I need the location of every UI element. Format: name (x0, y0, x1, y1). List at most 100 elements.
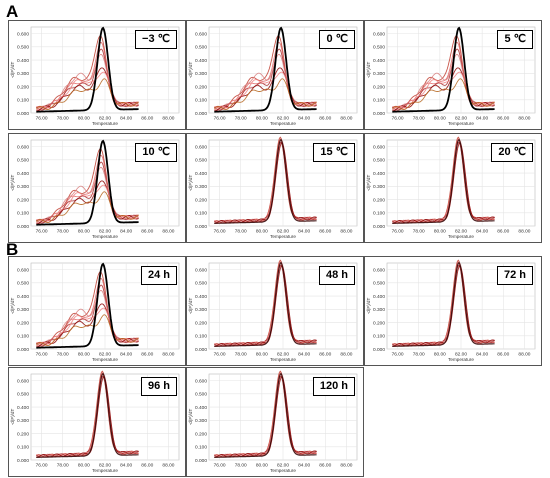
y-tick-label: 0.400 (195, 405, 207, 411)
y-tick-label: 0.200 (373, 84, 385, 90)
x-tick-label: 84.00 (476, 229, 488, 235)
x-tick-label: 84.00 (120, 229, 132, 235)
condition-label: −3 ℃ (135, 30, 177, 49)
x-tick-label: 84.00 (298, 229, 310, 235)
x-tick-label: 88.00 (340, 463, 352, 469)
x-tick-label: 82.00 (277, 463, 289, 469)
x-tick-label: 76.00 (214, 229, 226, 235)
melt-curve-panel: 0.000 0.100 0.200 0.300 0.400 0.500 0.600 76.00… (186, 133, 364, 243)
x-tick-label: 78.00 (235, 463, 247, 469)
sample-melt-curve (36, 314, 139, 346)
y-tick-label: 0.400 (373, 171, 385, 177)
melt-curve-panel: 0.000 0.100 0.200 0.300 0.400 0.500 0.600 76.00… (8, 256, 186, 366)
y-tick-label: 0.000 (195, 224, 207, 230)
y-tick-label: 0.100 (373, 334, 385, 340)
melt-curve-panel: 0.000 0.100 0.200 0.300 0.400 0.500 0.600 76.00… (8, 133, 186, 243)
y-tick-label: 0.400 (17, 171, 29, 177)
sample-melt-curve (392, 265, 495, 347)
y-tick-label: 0.200 (195, 431, 207, 437)
x-axis-label: Temperature (270, 357, 296, 362)
y-tick-label: 0.300 (195, 307, 207, 313)
y-tick-label: 0.500 (373, 45, 385, 51)
x-tick-label: 78.00 (235, 352, 247, 358)
y-tick-label: 0.200 (17, 197, 29, 203)
x-tick-label: 76.00 (392, 116, 404, 122)
melt-curve-plot: 0.000 0.100 0.200 0.300 0.400 0.500 0.600 76.00… (10, 262, 180, 362)
x-tick-label: 82.00 (99, 229, 111, 235)
y-tick-label: 0.400 (373, 294, 385, 300)
x-tick-label: 82.00 (99, 116, 111, 122)
condition-label: 96 h (140, 377, 177, 396)
melt-curve-panel: 0.000 0.100 0.200 0.300 0.400 0.500 0.600 76.00… (8, 367, 186, 477)
y-tick-label: 0.300 (17, 307, 29, 313)
y-tick-label: 0.300 (17, 71, 29, 77)
x-tick-label: 88.00 (518, 229, 530, 235)
x-tick-label: 82.00 (455, 116, 467, 122)
sample-melt-curve (36, 303, 139, 348)
x-tick-label: 80.00 (78, 463, 90, 469)
y-tick-label: 0.000 (17, 111, 29, 117)
x-tick-label: 88.00 (340, 229, 352, 235)
x-tick-label: 76.00 (36, 229, 48, 235)
x-tick-label: 80.00 (434, 352, 446, 358)
y-tick-label: 0.200 (195, 320, 207, 326)
y-tick-label: 0.000 (195, 111, 207, 117)
sample-melt-curve (392, 142, 495, 224)
y-tick-label: 0.400 (17, 294, 29, 300)
x-tick-label: 80.00 (256, 352, 268, 358)
condition-label: 24 h (140, 266, 177, 285)
y-tick-label: 0.100 (17, 445, 29, 451)
x-tick-label: 78.00 (235, 116, 247, 122)
y-tick-label: 0.000 (17, 347, 29, 353)
x-tick-label: 86.00 (319, 463, 331, 469)
y-tick-label: 0.600 (195, 144, 207, 150)
x-axis-label: Temperature (270, 121, 296, 126)
x-axis-label: Temperature (92, 234, 118, 239)
x-tick-label: 84.00 (476, 116, 488, 122)
x-tick-label: 86.00 (141, 352, 153, 358)
melt-curve-panel: 0.000 0.100 0.200 0.300 0.400 0.500 0.600 76.00… (364, 133, 542, 243)
y-tick-label: 0.200 (195, 84, 207, 90)
sample-melt-curve (214, 78, 317, 110)
melt-curve-plot: 0.000 0.100 0.200 0.300 0.400 0.500 0.600 76.00… (366, 259, 536, 362)
x-tick-label: 80.00 (434, 116, 446, 122)
y-tick-label: 0.600 (17, 378, 29, 384)
y-tick-label: 0.300 (17, 184, 29, 190)
sample-melt-curve (36, 78, 139, 110)
y-tick-label: 0.500 (17, 45, 29, 51)
x-tick-label: 76.00 (36, 352, 48, 358)
sample-melt-curve (214, 265, 317, 347)
y-tick-label: 0.100 (17, 334, 29, 340)
x-tick-label: 86.00 (141, 116, 153, 122)
reference-melt-curve (214, 261, 317, 347)
x-tick-label: 88.00 (162, 229, 174, 235)
x-tick-label: 84.00 (298, 116, 310, 122)
x-tick-label: 86.00 (319, 352, 331, 358)
x-tick-label: 86.00 (497, 229, 509, 235)
y-tick-label: 0.500 (195, 45, 207, 51)
x-tick-label: 80.00 (256, 229, 268, 235)
y-axis-label: -d(F)/dT (366, 62, 371, 79)
x-tick-label: 82.00 (277, 352, 289, 358)
y-tick-label: 0.600 (17, 31, 29, 37)
reference-melt-curve (392, 261, 495, 347)
y-tick-label: 0.600 (195, 267, 207, 273)
x-tick-label: 88.00 (162, 116, 174, 122)
y-tick-label: 0.100 (373, 211, 385, 217)
x-tick-label: 80.00 (256, 116, 268, 122)
reference-melt-curve (214, 26, 317, 113)
x-tick-label: 82.00 (99, 352, 111, 358)
x-tick-label: 76.00 (392, 352, 404, 358)
y-tick-label: 0.000 (373, 347, 385, 353)
reference-melt-curve (392, 138, 495, 224)
x-tick-label: 84.00 (120, 463, 132, 469)
y-axis-label: -d(F)/dT (366, 298, 371, 315)
melt-curve-panel: 0.000 0.100 0.200 0.300 0.400 0.500 0.600 76.00… (186, 256, 364, 366)
y-tick-label: 0.600 (17, 267, 29, 273)
x-axis-label: Temperature (448, 121, 474, 126)
x-tick-label: 88.00 (340, 116, 352, 122)
condition-label: 0 ℃ (319, 30, 355, 49)
x-axis-label: Temperature (92, 357, 118, 362)
x-tick-label: 88.00 (162, 463, 174, 469)
y-tick-label: 0.200 (195, 197, 207, 203)
